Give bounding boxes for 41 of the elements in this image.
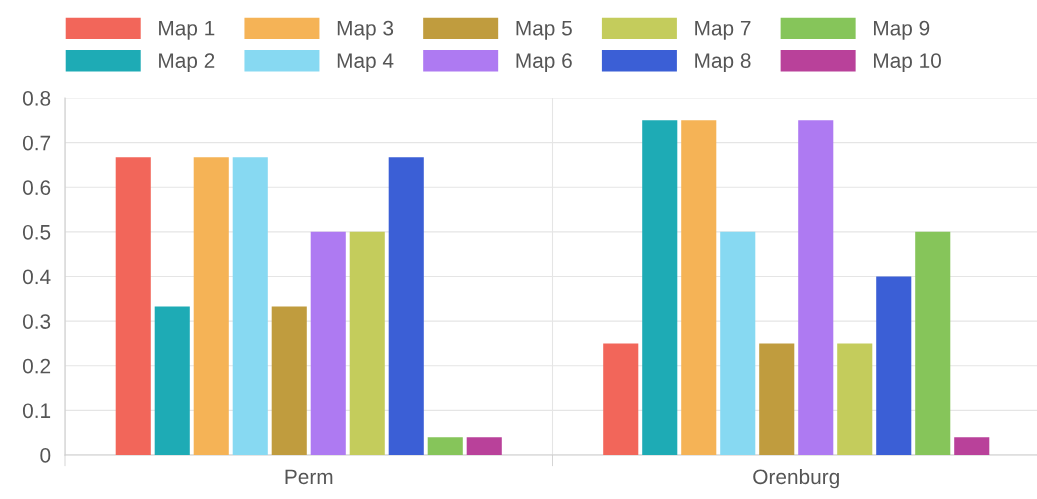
bar (427, 437, 463, 455)
bar (310, 231, 346, 455)
legend-label: Map 2 (159, 53, 215, 73)
bar (720, 231, 756, 455)
y-tick-label: 0.3 (22, 314, 51, 329)
bar (154, 306, 190, 455)
y-tick-label: 0 (40, 448, 51, 463)
bar (349, 231, 385, 455)
bar (798, 120, 834, 455)
x-tick-label: Orenburg (753, 468, 839, 489)
legend-label: Map 3 (337, 20, 394, 40)
bar (271, 306, 307, 455)
bar (954, 437, 990, 455)
bar (915, 231, 951, 455)
legend-label: Map 5 (516, 21, 572, 40)
legend-label: Map 7 (695, 21, 751, 40)
legend-label: Map 10 (874, 53, 941, 73)
x-tick-label: Perm (285, 469, 333, 485)
y-tick-label: 0.6 (22, 180, 51, 195)
bar (759, 343, 795, 455)
bar (876, 276, 912, 455)
y-tick-label: 0.4 (22, 269, 51, 285)
bar (642, 120, 678, 455)
bar (115, 157, 151, 455)
legend-label: Map 4 (337, 53, 394, 73)
bar (193, 157, 229, 455)
legend-label: Map 1 (159, 21, 215, 40)
bar (388, 157, 424, 455)
legend-label: Map 9 (874, 20, 930, 40)
bar (681, 120, 717, 455)
bar (837, 343, 873, 455)
y-tick-label: 0.2 (22, 358, 51, 374)
y-tick-label: 0.7 (22, 135, 51, 151)
bar (603, 343, 639, 455)
legend-label: Map 6 (516, 53, 572, 73)
legend-label: Map 8 (695, 53, 751, 73)
y-tick-label: 0.8 (22, 91, 51, 106)
bar (232, 157, 268, 455)
y-tick-label: 0.1 (22, 403, 51, 419)
y-tick-label: 0.5 (22, 224, 51, 240)
bar (466, 437, 502, 455)
